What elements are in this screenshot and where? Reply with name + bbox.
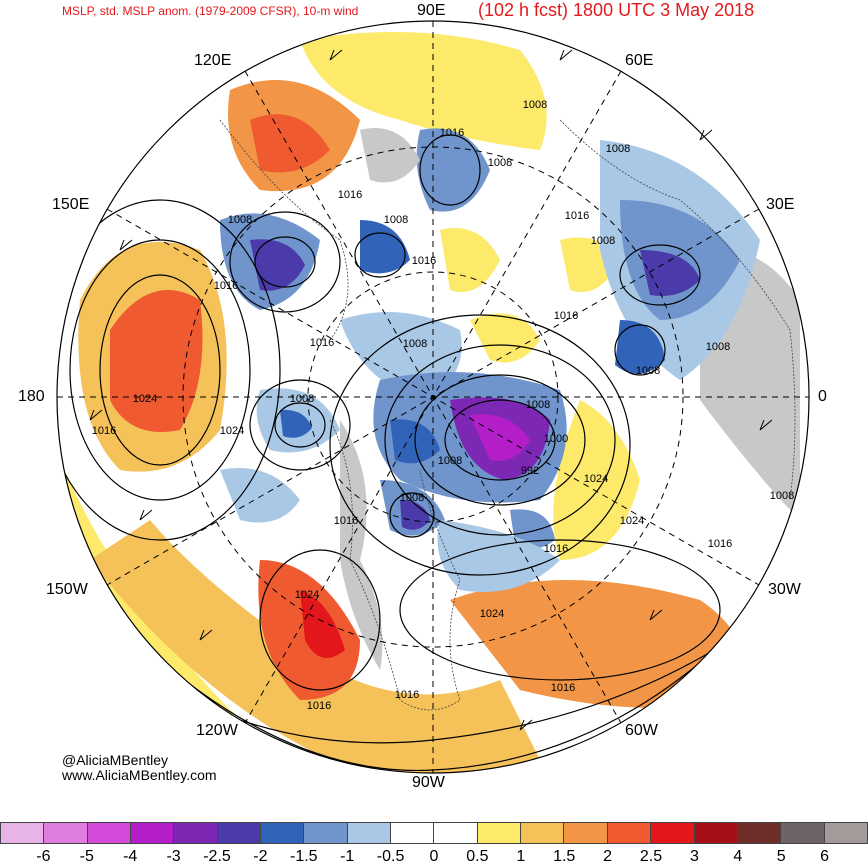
isobar-label: 1008 <box>438 455 462 467</box>
forecast-time: (102 h fcst) 1800 UTC 3 May 2018 <box>478 0 755 20</box>
colorbar-segment <box>0 822 45 844</box>
colorbar-segment <box>304 822 348 844</box>
isobar-label: 1016 <box>334 515 358 527</box>
colorbar-tick-label: 4 <box>733 848 743 865</box>
credit-handle: @AliciaMBentley <box>62 752 169 768</box>
lon-label-150w: 150W <box>46 581 88 598</box>
colorbar-segment <box>694 822 738 844</box>
polar-map: 1016 1008 1008 1008 1016 1008 1016 1008 1008 1016… <box>56 20 810 774</box>
isobar-label: 1008 <box>706 341 730 353</box>
colorbar-segment <box>651 822 695 844</box>
colorbar-tick-label: 2.5 <box>639 848 663 865</box>
colorbar-tick-label: -2.5 <box>203 848 231 865</box>
isobar-label: 1024 <box>133 393 157 405</box>
isobar-label: 1016 <box>544 543 568 555</box>
lon-label-30e: 30E <box>766 196 795 213</box>
isobar-label: 1024 <box>295 589 319 601</box>
lon-label-60e: 60E <box>625 52 654 69</box>
colorbar-segment <box>217 822 262 844</box>
isobar-label: 1016 <box>565 210 589 222</box>
colorbar-segment <box>261 822 305 844</box>
coastlines <box>219 119 796 711</box>
colorbar-segment <box>477 822 522 844</box>
isobar-label: 1016 <box>395 689 419 701</box>
colorbar-segment <box>737 822 782 844</box>
isobar-label: 1016 <box>310 337 334 349</box>
lon-label-120e: 120E <box>194 52 232 69</box>
lon-label-30w: 30W <box>768 581 801 598</box>
colorbar-segment <box>44 822 88 844</box>
isobar-label: 1024 <box>584 473 608 485</box>
lon-label-90w: 90W <box>412 774 445 791</box>
isobar-label: 1008 <box>636 365 660 377</box>
isobar-label: 1008 <box>403 338 427 350</box>
colorbar-segment <box>434 822 478 844</box>
colorbar-tick-label: -2 <box>253 848 268 865</box>
isobar-label: 1016 <box>440 127 464 139</box>
isobar-label: 1016 <box>214 280 238 292</box>
colorbar-segment <box>347 822 392 844</box>
isobar-label: 1008 <box>526 399 550 411</box>
colorbar-segment <box>131 822 175 844</box>
isobar-label: 1016 <box>338 189 362 201</box>
isobar-label: 1008 <box>400 492 424 504</box>
colorbar-segment <box>87 822 132 844</box>
colorbar-tick-label: 1.5 <box>553 848 576 865</box>
lon-label-120w: 120W <box>196 722 238 739</box>
colorbar-segment <box>521 822 565 844</box>
isobar-label: 1016 <box>551 682 575 694</box>
colorbar-tick-label: -6 <box>36 848 51 865</box>
colorbar-tick-labels: -6 -5 -4 -3 -2.5 -2 -1.5 -1 -0.5 0 0.5 1 1.5 2 2.5 3 4 5 6 <box>0 848 868 865</box>
colorbar-tick-label: -1.5 <box>290 848 318 865</box>
colorbar-segment <box>781 822 825 844</box>
isobar-label: 1016 <box>554 310 578 322</box>
isobar-label: 1008 <box>228 214 252 226</box>
map-border <box>56 20 810 774</box>
colorbar-tick-label: 0 <box>429 848 439 865</box>
isobar-label: 1024 <box>220 425 244 437</box>
colorbar-segment <box>391 822 435 844</box>
colorbar-tick-label: 6 <box>820 848 830 865</box>
anomaly-colorbar <box>0 822 868 844</box>
colorbar-tick-label: 2 <box>603 848 613 865</box>
isobar-label: 1016 <box>708 538 732 550</box>
wind-barbs <box>89 49 773 731</box>
isobar-label: 1008 <box>591 235 615 247</box>
lon-label-180: 180 <box>18 388 45 405</box>
colorbar-tick-label: 1 <box>516 848 526 865</box>
lon-label-60w: 60W <box>625 722 658 739</box>
isobar-label: 1008 <box>606 143 630 155</box>
colorbar-tick-label: -3 <box>166 848 181 865</box>
colorbar-tick-label: 3 <box>689 848 699 865</box>
colorbar-segment <box>607 822 652 844</box>
lon-label-90e: 90E <box>417 2 446 19</box>
isobar-label: 1008 <box>384 214 408 226</box>
isobar-label: 1008 <box>770 490 794 502</box>
map-title: MSLP, std. MSLP anom. (1979-2009 CFSR), … <box>62 4 359 18</box>
colorbar-tick-label: -5 <box>79 848 94 865</box>
graticule <box>57 21 809 773</box>
isobar-label: 1024 <box>480 608 504 620</box>
isobar-label: 1016 <box>92 425 116 437</box>
isobar-label: 1024 <box>620 515 644 527</box>
isobar-label: 1016 <box>307 700 331 712</box>
colorbar-tick-label: 0.5 <box>466 848 489 865</box>
isobar-labels: 1016 1008 1008 1008 1016 1008 1016 1008 1008 1016… <box>92 99 794 712</box>
isobar-label: 1008 <box>523 99 547 111</box>
isobar-label: 1000 <box>544 433 568 445</box>
lon-label-150e: 150E <box>52 196 90 213</box>
colorbar-tick-label: -1 <box>340 848 355 865</box>
colorbar-segment <box>564 822 608 844</box>
credit-website: www.AliciaMBentley.com <box>62 767 217 783</box>
isobar-label: 1016 <box>412 255 436 267</box>
lon-label-0: 0 <box>818 388 827 405</box>
isobar-label: 1008 <box>488 157 512 169</box>
colorbar-tick-label: -0.5 <box>376 848 405 865</box>
isobar-label: 1008 <box>290 393 314 405</box>
colorbar-tick-label: 5 <box>776 848 786 865</box>
isobar-label: 992 <box>521 465 539 477</box>
colorbar-segment <box>174 822 218 844</box>
colorbar-tick-label: -4 <box>123 848 138 865</box>
colorbar-segment <box>824 822 868 844</box>
